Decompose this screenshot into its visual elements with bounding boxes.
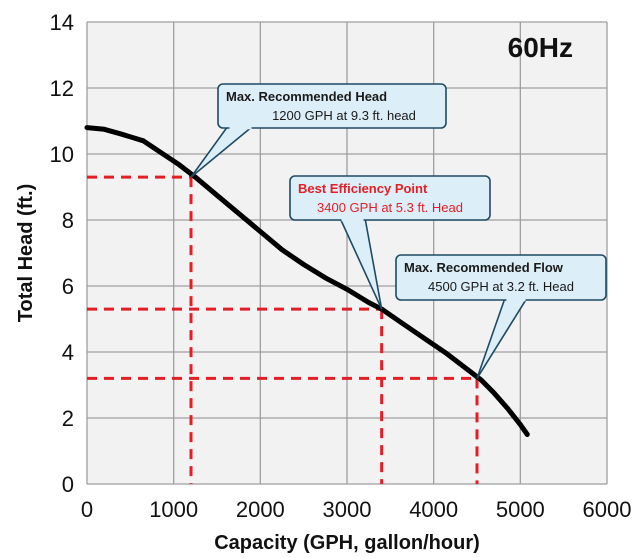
y-axis-title: Total Head (ft.)	[15, 184, 37, 323]
x-tick-label-6: 6000	[583, 497, 632, 522]
x-axis-title: Capacity (GPH, gallon/hour)	[214, 532, 480, 554]
callout-text: 1200 GPH at 9.3 ft. head	[272, 108, 416, 123]
performance-curve	[84, 125, 530, 437]
callout-text: 3400 GPH at 5.3 ft. Head	[317, 200, 463, 215]
reference-lines	[87, 175, 479, 484]
y-tick-label-6: 12	[50, 76, 74, 101]
callout-box	[289, 175, 491, 221]
callouts: Max. Recommended Head 1200 GPH at 9.3 ft.…	[190, 83, 607, 379]
callout-2: Max. Recommended Flow 4500 GPH at 3.2 ft.…	[395, 254, 607, 379]
y-tick-label-1: 2	[62, 406, 74, 431]
callout-title: Max. Recommended Flow	[404, 260, 564, 275]
x-tick-labels: 0 1000 2000 3000 4000 5000 6000	[81, 497, 632, 522]
y-tick-label-3: 6	[62, 274, 74, 299]
y-tick-label-2: 4	[62, 340, 74, 365]
callout-title: Best Efficiency Point	[298, 181, 428, 196]
y-tick-label-0: 0	[62, 472, 74, 497]
y-tick-label-7: 14	[50, 10, 74, 35]
callout-box	[395, 254, 607, 301]
x-tick-label-4: 4000	[409, 497, 458, 522]
callout-box	[217, 83, 447, 129]
y-tick-label-5: 10	[50, 142, 74, 167]
x-tick-label-5: 5000	[496, 497, 545, 522]
x-tick-label-2: 2000	[236, 497, 285, 522]
x-tick-label-1: 1000	[149, 497, 198, 522]
x-tick-label-3: 3000	[323, 497, 372, 522]
callout-text: 4500 GPH at 3.2 ft. Head	[428, 279, 574, 294]
x-tick-label-0: 0	[81, 497, 93, 522]
callout-title: Max. Recommended Head	[226, 89, 387, 104]
callout-1: Best Efficiency Point 3400 GPH at 5.3 ft.…	[289, 175, 491, 310]
y-tick-label-4: 8	[62, 208, 74, 233]
chart-title: 60Hz	[508, 32, 573, 63]
callout-0: Max. Recommended Head 1200 GPH at 9.3 ft.…	[190, 83, 447, 178]
y-tick-labels: 0 2 4 6 8 10 12 14	[50, 10, 74, 497]
